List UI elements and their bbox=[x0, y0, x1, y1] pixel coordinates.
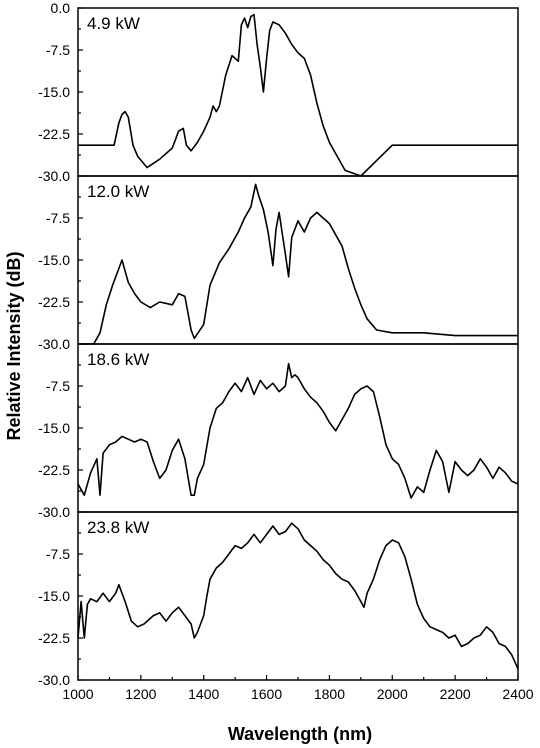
y-tick-label: -7.5 bbox=[46, 210, 70, 226]
y-tick-label: 0.0 bbox=[51, 0, 71, 16]
series-line bbox=[78, 13, 518, 177]
panel-label: 4.9 kW bbox=[87, 14, 140, 33]
y-tick-label: -15.0 bbox=[38, 588, 70, 604]
y-tick-label: -7.5 bbox=[46, 42, 70, 58]
y-tick-label: -15.0 bbox=[38, 252, 70, 268]
x-tick-label: 2200 bbox=[440, 686, 471, 702]
y-tick-label: -30.0 bbox=[38, 336, 70, 352]
y-tick-label: -15.0 bbox=[38, 420, 70, 436]
y-tick-label: -7.5 bbox=[46, 378, 70, 394]
panel-frame bbox=[77, 343, 519, 513]
x-tick-label: 1400 bbox=[188, 686, 219, 702]
series-line bbox=[78, 183, 518, 345]
panel-2: -7.5 -15.0 -22.5 -30.0 12.0 kW bbox=[38, 175, 519, 352]
panel-1: 0.0 -7.5 -15.0 -22.5 -30.0 4.9 kW bbox=[38, 0, 519, 184]
y-tick-label: -22.5 bbox=[38, 126, 70, 142]
panel-frame bbox=[77, 7, 519, 177]
x-tick-label: 1800 bbox=[314, 686, 345, 702]
x-tick-label: 1200 bbox=[125, 686, 156, 702]
panel-4: -7.5 -15.0 -22.5 -30.0 23.8 kW bbox=[38, 511, 519, 688]
panels: 0.0 -7.5 -15.0 -22.5 -30.0 4.9 kW -7.5 -15.0 -22… bbox=[38, 0, 519, 688]
panel-label: 12.0 kW bbox=[87, 182, 149, 201]
panel-label: 18.6 kW bbox=[87, 350, 149, 369]
y-tick-label: -22.5 bbox=[38, 630, 70, 646]
y-tick-label: -30.0 bbox=[38, 168, 70, 184]
x-tick-label: 1600 bbox=[251, 686, 282, 702]
panel-frame bbox=[77, 175, 519, 345]
x-tick-label: 2000 bbox=[377, 686, 408, 702]
y-axis-title: Relative Intensity (dB) bbox=[4, 251, 24, 440]
y-tick-label: -22.5 bbox=[38, 294, 70, 310]
y-tick-label: -22.5 bbox=[38, 462, 70, 478]
y-tick-label: -7.5 bbox=[46, 546, 70, 562]
x-axis-title: Wavelength (nm) bbox=[228, 724, 372, 744]
panel-frame bbox=[77, 511, 519, 681]
panel-3: -7.5 -15.0 -22.5 -30.0 18.6 kW bbox=[38, 343, 519, 520]
x-axis: 1000 1200 1400 1600 1800 2000 2200 2400 bbox=[62, 675, 534, 702]
x-tick-label: 2400 bbox=[502, 686, 533, 702]
x-tick-label: 1000 bbox=[62, 686, 93, 702]
y-tick-label: -30.0 bbox=[38, 672, 70, 688]
y-tick-label: -30.0 bbox=[38, 504, 70, 520]
series-line bbox=[77, 522, 519, 670]
y-tick-label: -15.0 bbox=[38, 84, 70, 100]
panel-label: 23.8 kW bbox=[87, 518, 149, 537]
series-line bbox=[77, 362, 519, 499]
